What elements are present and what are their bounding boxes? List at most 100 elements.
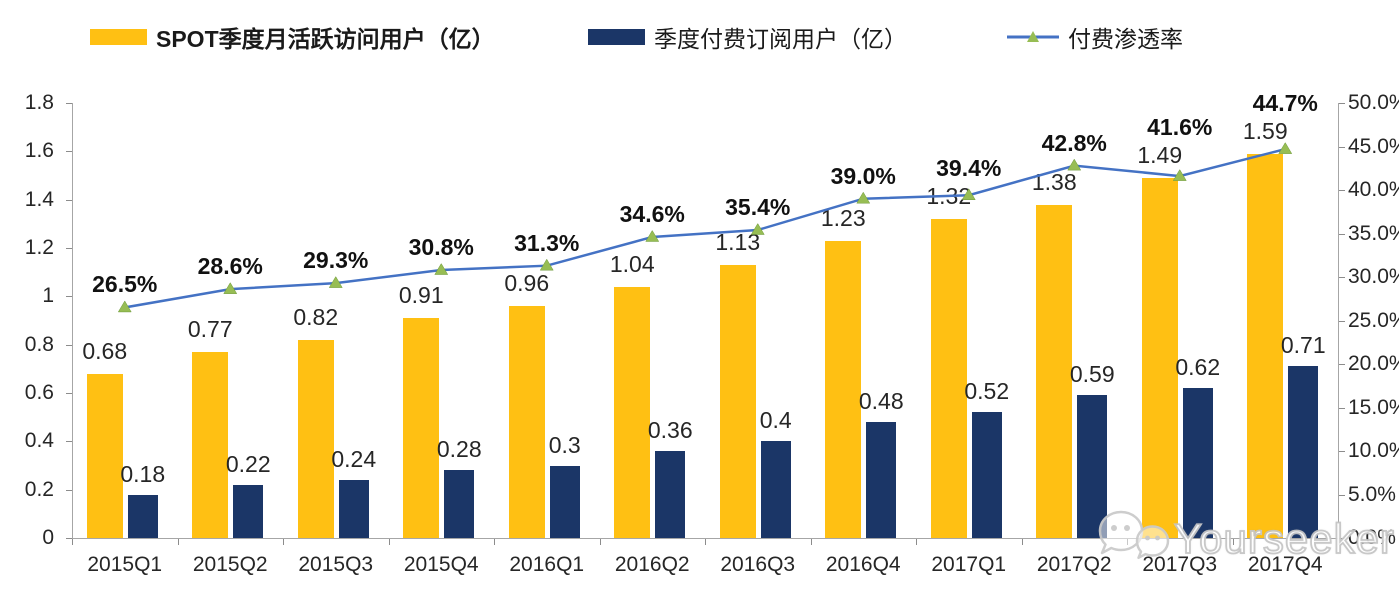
x-axis-tick — [1232, 539, 1234, 545]
bar-subs-label-2016Q2: 0.36 — [647, 417, 693, 443]
penetration-marker-2016Q4 — [856, 191, 871, 204]
legend-label: 付费渗透率 — [1068, 26, 1183, 52]
bar-subs-label-2016Q1: 0.3 — [548, 431, 581, 458]
penetration-marker-2015Q4 — [434, 263, 449, 275]
x-axis-label-2017Q2: 2017Q2 — [1036, 553, 1112, 576]
bar-subs-2017Q2 — [1077, 395, 1108, 538]
y-axis-right-tick-label: 25.0% — [1348, 308, 1399, 332]
y-axis-right-tick-label: 40.0% — [1348, 178, 1399, 201]
x-axis-tick — [705, 539, 706, 545]
legend-swatch-icon — [90, 29, 147, 45]
bar-mau-label-2016Q1: 0.96 — [504, 270, 550, 296]
bar-subs-2015Q3 — [338, 480, 369, 538]
penetration-label-2016Q2: 34.6% — [619, 200, 685, 227]
y-axis-left-tick-label: 1.2 — [24, 236, 54, 259]
y-axis-left-tick-label: 1.4 — [24, 187, 54, 211]
x-axis-label-2015Q4: 2015Q4 — [403, 553, 479, 576]
y-axis-left-tick — [66, 538, 72, 539]
bar-mau-label-2016Q3: 1.13 — [715, 228, 761, 255]
y-axis-left-tick-label: 1 — [42, 284, 54, 308]
bar-subs-2015Q1 — [127, 494, 158, 538]
bar-subs-label-2017Q2: 0.59 — [1069, 361, 1115, 388]
y-axis-right-tick-label: 35.0% — [1348, 221, 1399, 245]
y-axis-left-tick-label: 0.6 — [24, 381, 54, 404]
x-axis-tick — [1021, 539, 1023, 545]
y-axis-left-tick — [66, 199, 72, 201]
x-axis-tick — [177, 539, 179, 545]
penetration-marker-2015Q1 — [117, 300, 132, 313]
legend-label: 季度付费订阅用户（亿） — [654, 26, 907, 52]
bar-mau-label-2016Q4: 1.23 — [820, 204, 866, 231]
y-axis-right-tick-label: 45.0% — [1348, 134, 1399, 158]
bar-mau-2015Q2 — [192, 351, 229, 538]
y-axis-right-tick — [1339, 407, 1345, 409]
y-axis-right-tick-label: 0.0% — [1348, 526, 1396, 549]
x-axis-label-2017Q3: 2017Q3 — [1142, 553, 1218, 576]
y-axis-right-tick — [1339, 190, 1345, 191]
bar-subs-label-2015Q2: 0.22 — [225, 450, 271, 477]
y-axis-right-line — [1338, 103, 1339, 538]
y-axis-left-tick — [66, 103, 72, 104]
bar-subs-2015Q2 — [233, 484, 264, 538]
legend-label: SPOT季度月活跃访问用户（亿） — [156, 26, 495, 52]
y-axis-left-tick — [66, 296, 72, 298]
penetration-label-2016Q3: 35.4% — [725, 194, 791, 221]
x-axis-tick — [494, 539, 495, 545]
y-axis-right-tick — [1339, 320, 1345, 322]
bar-subs-2016Q3 — [760, 441, 791, 538]
y-axis-left-tick-label: 0 — [42, 526, 54, 549]
y-axis-left-tick — [66, 151, 72, 153]
bar-mau-2016Q3 — [719, 264, 756, 538]
bar-mau-2016Q1 — [508, 306, 545, 538]
x-axis-tick — [916, 539, 917, 545]
x-axis-tick — [72, 539, 73, 545]
bar-subs-label-2015Q3: 0.24 — [331, 446, 377, 472]
penetration-label-2015Q1: 26.5% — [92, 271, 158, 298]
penetration-label-2016Q1: 31.3% — [514, 229, 580, 256]
y-axis-right-tick-label: 10.0% — [1348, 439, 1399, 462]
y-axis-right-tick-label: 5.0% — [1348, 482, 1396, 506]
y-axis-right-tick — [1339, 451, 1345, 452]
x-axis-label-2016Q2: 2016Q2 — [614, 553, 690, 576]
y-axis-left-tick-label: 0.2 — [24, 477, 54, 501]
y-axis-left-line — [72, 103, 73, 538]
bar-subs-2016Q1 — [549, 465, 580, 538]
watermark-text: Yourseeker — [1173, 514, 1395, 563]
bar-mau-label-2017Q4: 1.59 — [1242, 117, 1288, 144]
penetration-label-2015Q4: 30.8% — [408, 234, 474, 261]
penetration-label-2017Q2: 42.8% — [1041, 129, 1107, 156]
x-axis-label-2015Q2: 2015Q2 — [192, 553, 268, 576]
y-axis-right-tick — [1339, 233, 1345, 235]
x-axis-label-2016Q1: 2016Q1 — [509, 553, 585, 576]
bar-subs-2017Q1 — [971, 412, 1002, 538]
penetration-label-2017Q3: 41.6% — [1147, 113, 1213, 140]
bar-mau-label-2015Q2: 0.77 — [187, 315, 233, 342]
legend-item-1: 季度付费订阅用户（亿） — [588, 20, 907, 54]
x-axis-line — [72, 538, 1339, 539]
bar-mau-label-2015Q1: 0.68 — [82, 337, 128, 364]
bar-subs-label-2017Q3: 0.62 — [1175, 354, 1221, 381]
penetration-label-2016Q4: 39.0% — [830, 162, 896, 189]
y-axis-left-tick — [66, 489, 72, 491]
x-axis-label-2017Q4: 2017Q4 — [1247, 553, 1323, 576]
y-axis-right-tick-label: 15.0% — [1348, 395, 1399, 419]
x-axis-label-2015Q3: 2015Q3 — [298, 553, 374, 576]
y-axis-right-tick — [1339, 103, 1345, 104]
legend-item-2: 付费渗透率 — [1007, 20, 1183, 54]
bar-subs-2016Q4 — [866, 422, 897, 538]
y-axis-left-tick-label: 1.8 — [24, 91, 54, 114]
wechat-icon — [1098, 510, 1170, 560]
y-axis-left-tick — [66, 344, 72, 346]
bar-mau-label-2015Q4: 0.91 — [398, 282, 444, 309]
bar-mau-label-2016Q2: 1.04 — [609, 250, 655, 277]
y-axis-right-tick-label: 30.0% — [1348, 265, 1399, 288]
bar-mau-label-2017Q1: 1.32 — [926, 183, 972, 209]
y-axis-right-tick — [1339, 494, 1345, 496]
bar-subs-label-2017Q1: 0.52 — [964, 378, 1010, 405]
bar-subs-2015Q4 — [444, 470, 475, 538]
penetration-marker-2015Q3 — [328, 276, 343, 288]
bar-subs-label-2015Q1: 0.18 — [120, 460, 166, 487]
x-axis-tick — [388, 539, 390, 545]
x-axis-label-2016Q3: 2016Q3 — [720, 553, 796, 576]
y-axis-right-tick — [1339, 538, 1345, 539]
